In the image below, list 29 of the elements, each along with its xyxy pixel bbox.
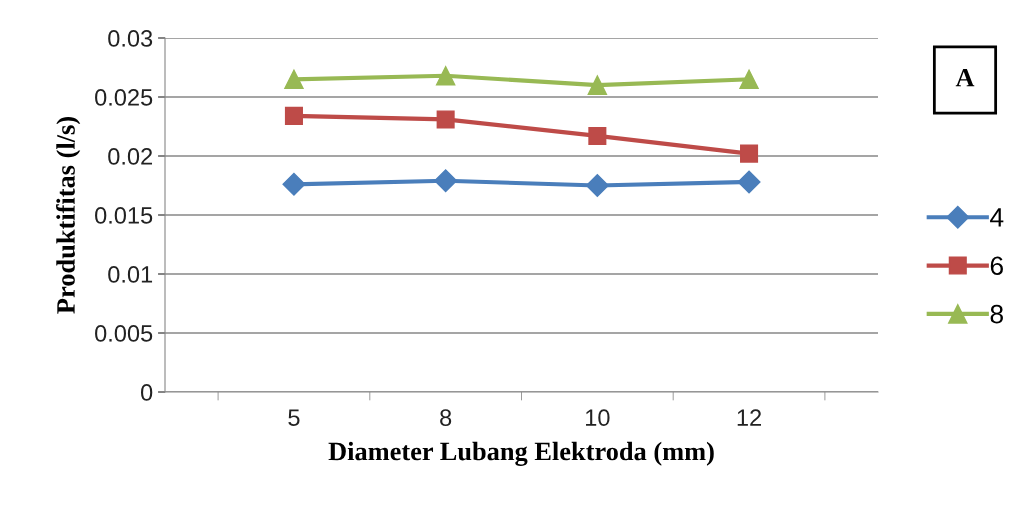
y-tick-label: 0.02 (108, 148, 153, 165)
point (284, 106, 303, 125)
y-tick-label: 0.03 (108, 30, 153, 47)
point (434, 169, 458, 193)
legend-label: 8 (990, 304, 1003, 324)
y-tick-label: 0.01 (108, 266, 153, 283)
point (585, 174, 609, 197)
text: A (955, 68, 975, 87)
y-tick-label: 0.025 (95, 89, 153, 106)
point (282, 172, 306, 196)
y-axis-title: Produktifitas (l/s) (56, 117, 81, 314)
x-tick-label: 5 (288, 409, 300, 427)
point (588, 126, 607, 145)
point (739, 69, 759, 90)
point (435, 66, 456, 86)
point (587, 75, 608, 95)
point (436, 110, 455, 129)
x-tick-label: 8 (440, 409, 452, 427)
y-tick-label: 0.015 (95, 207, 153, 224)
y-tick-label: 0 (140, 384, 153, 401)
legend-label: 4 (990, 208, 1004, 227)
point (284, 69, 304, 90)
point (740, 144, 759, 163)
point (737, 170, 761, 194)
x-tick-label: 12 (737, 409, 761, 426)
y-tick-label: 0.005 (95, 325, 153, 342)
legend-label: 6 (990, 256, 1003, 276)
x-axis-title: Diameter Lubang Elektroda (mm) (328, 441, 714, 466)
x-tick-label: 10 (586, 409, 610, 427)
